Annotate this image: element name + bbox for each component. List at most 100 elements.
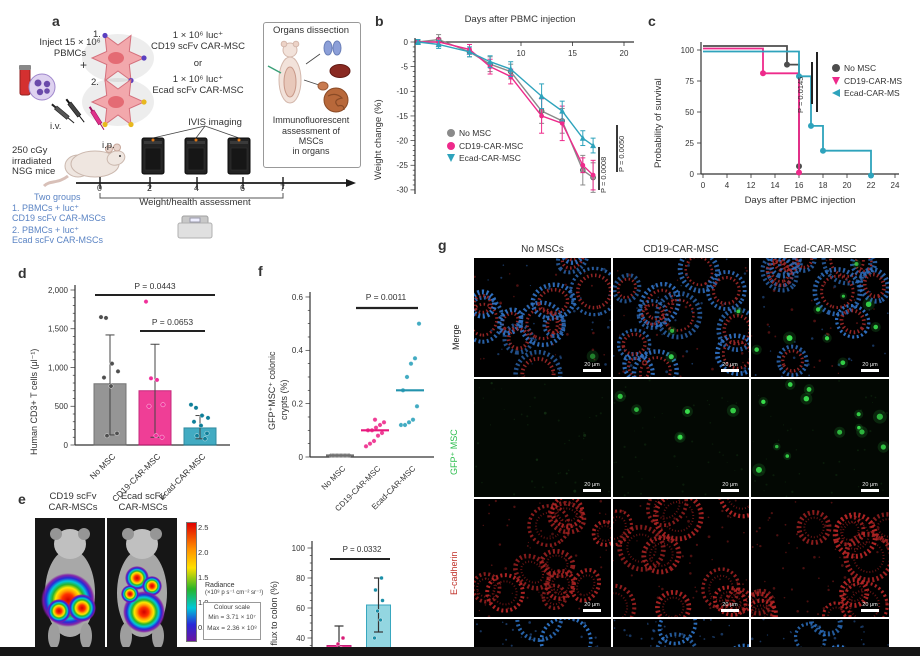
two-groups-title: Two groups (34, 192, 81, 202)
x-tick-label: 20 (620, 49, 629, 58)
cd19-marker-icon (447, 141, 455, 150)
panel-b-title: Days after PBMC injection (464, 14, 576, 25)
x-tick-label: 14 (771, 181, 780, 190)
x-tick-label: 10 (517, 49, 526, 58)
scale-bar (721, 369, 739, 372)
ip-label: i.p. (102, 140, 115, 151)
scale-bar-label: 20 μm (722, 362, 738, 368)
scale-bar-label: 20 μm (584, 362, 600, 368)
group2-text: 2. PBMCs + luc⁺ (12, 225, 80, 235)
ivis-machine-icon (184, 137, 208, 175)
x-tick-label: 0 (701, 181, 706, 190)
scale-bar-label: 20 μm (584, 482, 600, 488)
series-No MSC (415, 34, 596, 193)
series-Ecad-CAR-MSC (415, 38, 597, 154)
y-tick-label: -10 (396, 87, 408, 96)
irradiated-text: 250 cGy (12, 145, 48, 156)
cd19-receptor-dot (102, 32, 108, 39)
y-tick-label: -25 (396, 161, 408, 170)
legend-label: No MSC (844, 63, 877, 74)
x-tick-label: 20 (843, 181, 852, 190)
significance-brackets (811, 52, 818, 112)
ivis-line (195, 125, 206, 139)
x-tick-label: 18 (819, 181, 828, 190)
inject-pbmc-text2: PBMCs (53, 48, 87, 59)
group-CD19-CAR-MSC (361, 417, 389, 449)
msc-flux-chart: 100 80 60 40 P = 0.0332 (292, 541, 391, 656)
y-tick-label: -15 (396, 112, 408, 121)
timeline-arrowhead (346, 179, 356, 187)
scale-bar (721, 609, 739, 612)
ivis-imaging-label: IVIS imaging (188, 117, 242, 128)
timeline-tick-7: 7 (280, 183, 286, 193)
colorbar-tick: 2.0 (198, 548, 209, 557)
plus-sign: + (80, 58, 88, 72)
radiance-label: Radiance (205, 582, 235, 589)
weight-change-chart: 0 -5 -10 -15 -20 -25 -30 10 15 20 (396, 34, 634, 195)
group1-text: 1. PBMCs + luc⁺ (12, 203, 80, 213)
colorbar-tick: 2.5 (198, 523, 209, 532)
timeline-tick-2: 2 (147, 183, 153, 193)
g-row-gfp-label: GFP⁺ MSC (449, 429, 459, 475)
series-CD19-CAR-MS (703, 47, 802, 176)
scale-bar-label: 20 μm (862, 482, 878, 488)
x-tick-label: 15 (568, 49, 577, 58)
scatter-points (98, 299, 211, 442)
scale-bar (583, 609, 601, 612)
axes: 0 25 50 75 100 0 4 12 14 16 18 20 22 24 (681, 42, 900, 190)
radiance-units: (×10⁸ p s⁻¹ cm⁻² sr⁻¹) (205, 590, 264, 596)
x-tick-label: 4 (725, 181, 730, 190)
scale-bar (583, 489, 601, 492)
irradiated-text2: irradiated (12, 155, 52, 167)
x-category-label: No MSC (320, 464, 348, 492)
scale-bar-label: 20 μm (584, 602, 600, 608)
panel-e-label: e (18, 491, 26, 507)
item-2-number: 2. (91, 77, 99, 88)
g-col-ecad: Ecad-CAR-MSC (783, 244, 857, 255)
organs-box-outline (263, 22, 361, 168)
assessment-bracket (99, 193, 284, 199)
immuno-text3: MSCs (298, 136, 324, 146)
x-tick-label: 24 (891, 181, 900, 190)
series-No MSC (703, 45, 802, 170)
panel-f-label: f (258, 263, 263, 279)
mouse-head (106, 150, 126, 166)
x-tick-label: 22 (867, 181, 876, 190)
cd19-marker-icon (832, 76, 840, 85)
group1-text2: CD19 scFv CAR-MSCs (12, 213, 106, 223)
e-col1-header2: CAR-MSCs (48, 502, 98, 513)
blood-tube-icon (19, 67, 31, 96)
inject-pbmc-text: Inject 15 × 10⁶ (39, 37, 101, 48)
weight-assessment-label: Weight/health assessment (139, 197, 251, 208)
radiance-colorbar (186, 522, 197, 642)
immuno-text4: in organs (292, 146, 330, 156)
series-Ecad-CAR-MS (703, 50, 874, 179)
tissue-image-merge-0: 20 μm (474, 258, 611, 377)
scale-bar-label: 20 μm (722, 602, 738, 608)
y-tick-label: -5 (401, 62, 409, 71)
colonic-crypts-chart: 0 0.2 0.4 0.6 P = 0.0011 No MSCCD19-CAR-MSCEc… (292, 292, 434, 512)
legend-label: CD19-CAR-MSC (459, 140, 524, 151)
timeline-tick-0: 0 (97, 183, 103, 193)
panel-b-legend: No MSC CD19-CAR-MSC Ecad-CAR-MSC (447, 127, 523, 165)
axes: 0 0.2 0.4 0.6 (292, 292, 434, 462)
y-tick-label: 50 (685, 108, 694, 117)
tissue-image-merge-1: 20 μm (613, 258, 749, 377)
cd3-tcells-chart: 0 500 1,000 1,500 2,000 P = 0.0443 P = 0.0653 N… (48, 281, 230, 504)
pbmc-cell-icon (28, 73, 56, 101)
ivis-line (204, 125, 240, 139)
dose1-text: 1 × 10⁶ luc⁺ (172, 30, 224, 41)
e-col1-header: CD19 scFv (49, 491, 97, 502)
tissue-image-gfp-1: 20 μm (613, 379, 749, 497)
y-tick-label: 500 (55, 402, 69, 411)
timeline-tick-4: 4 (194, 183, 200, 193)
pbmc-nucleus (43, 80, 51, 88)
ecad-receptor-dot (102, 121, 108, 128)
g-row-ecadherin-label: E-cadherin (449, 551, 459, 595)
pbmc-nucleus (44, 88, 50, 94)
p-value: P = 0.0011 (356, 292, 418, 310)
msc-nucleus (108, 96, 124, 108)
legend-label: Ecad-CAR-MS (844, 88, 900, 99)
or-text: or (193, 58, 203, 69)
